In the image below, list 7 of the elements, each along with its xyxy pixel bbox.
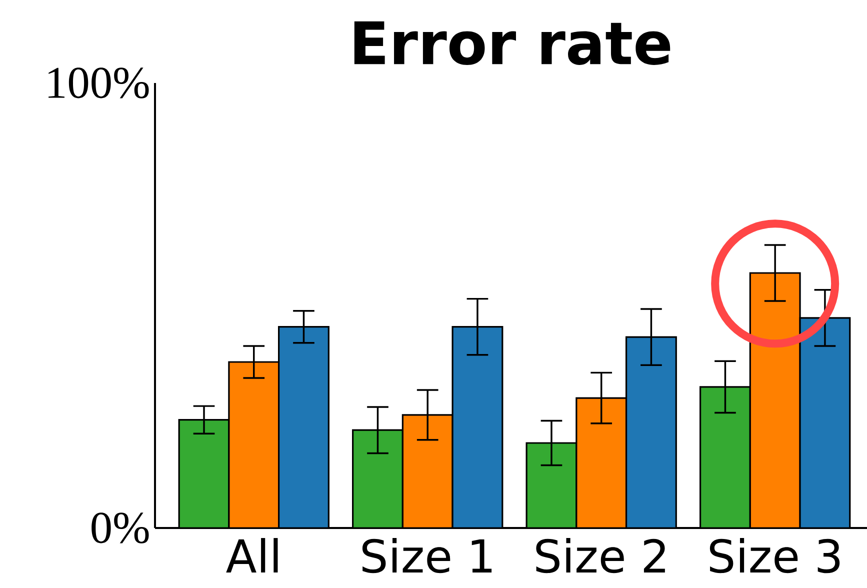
x-tick-label: Size 2: [536, 538, 665, 574]
x-tick-label: All: [226, 538, 278, 572]
chart-title: Error rate: [354, 21, 670, 65]
x-tick-label: Size 1: [362, 538, 492, 574]
y-tick-label: 0%: [92, 512, 149, 544]
x-tick-label: Size 3: [710, 538, 840, 574]
y-tick-label: 100%: [48, 68, 149, 98]
